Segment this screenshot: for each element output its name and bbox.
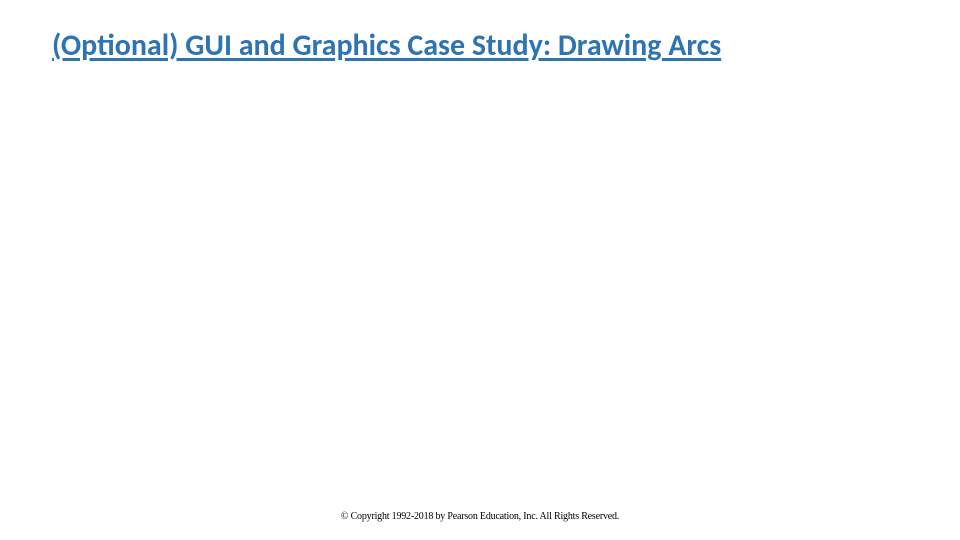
copyright-footer: © Copyright 1992-2018 by Pearson Educati…	[0, 511, 960, 522]
slide-title: (Optional) GUI and Graphics Case Study: …	[52, 28, 920, 64]
slide: (Optional) GUI and Graphics Case Study: …	[0, 0, 960, 540]
